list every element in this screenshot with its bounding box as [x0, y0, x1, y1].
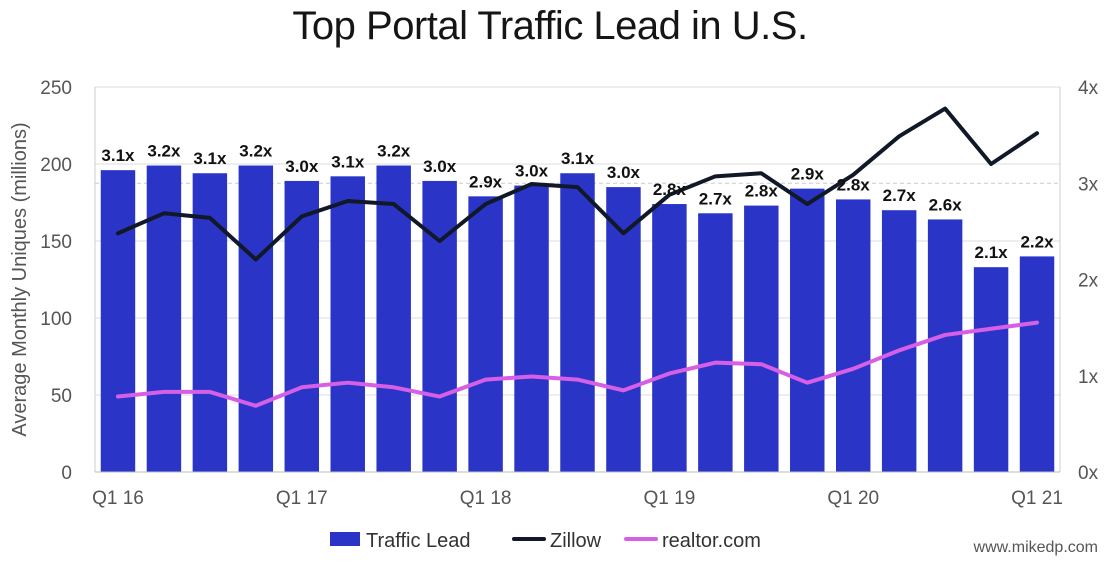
- y2-tick-label: 0x: [1078, 463, 1099, 484]
- y2-tick-label: 1x: [1078, 367, 1099, 388]
- line-zillow: [115, 106, 1040, 262]
- bar: [973, 267, 1009, 472]
- bar: [835, 199, 871, 473]
- bar: [790, 188, 825, 472]
- bar-data-label: 3.1x: [101, 146, 135, 165]
- bar: [100, 170, 136, 472]
- data-labels: 3.1x 3.2x 3.1x 3.2x 3.0x 3.1x 3.2x 3.0x 2.9x 3.0x…: [101, 142, 1054, 263]
- bar-data-label: 2.7x: [883, 186, 917, 205]
- legend-label: realtor.com: [662, 530, 761, 552]
- bar: [238, 165, 274, 473]
- legend: Traffic Lead Zillow realtor.com: [330, 530, 761, 552]
- chart-title: Top Portal Traffic Lead in U.S.: [292, 4, 808, 48]
- bar-data-label: 3.1x: [331, 152, 365, 171]
- y-tick-label: 150: [40, 232, 72, 253]
- legend-label: Traffic Lead: [366, 530, 471, 552]
- bar-data-label: 2.8x: [837, 175, 871, 194]
- bar-data-label: 3.0x: [285, 157, 319, 176]
- bar-data-label: 3.0x: [515, 162, 549, 181]
- y-tick-label: 0: [61, 463, 72, 484]
- y-tick-label: 250: [40, 78, 72, 99]
- bar-data-label: 3.2x: [239, 142, 273, 161]
- bar: [927, 219, 963, 472]
- bar: [468, 196, 503, 472]
- x-tick-label: Q1 18: [460, 488, 512, 509]
- x-tick-label: Q1 16: [92, 488, 144, 509]
- bar: [514, 185, 549, 472]
- bar-data-label: 2.9x: [469, 172, 503, 191]
- bar: [698, 213, 733, 472]
- x-tick-label: Q1 21: [1011, 488, 1063, 509]
- bar-data-label: 2.6x: [929, 195, 963, 214]
- y-axis-title: Average Monthly Uniques (millions): [9, 122, 31, 436]
- bar-data-label: 3.0x: [607, 163, 641, 182]
- bar: [560, 173, 595, 473]
- bar-data-label: 3.0x: [423, 157, 457, 176]
- bar: [606, 187, 641, 472]
- y2-tick-label: 3x: [1078, 174, 1099, 195]
- bar: [192, 173, 228, 473]
- bar-data-label: 2.9x: [791, 165, 825, 184]
- bar: [330, 176, 365, 472]
- bar-data-label: 2.7x: [699, 189, 733, 208]
- bar: [744, 205, 779, 472]
- x-tick-label: Q1 17: [276, 488, 328, 509]
- bar-data-label: 3.1x: [193, 149, 227, 168]
- bar-data-label: 3.2x: [147, 142, 181, 161]
- legend-label: Zillow: [550, 530, 602, 552]
- bar: [881, 210, 917, 472]
- y2-tick-label: 2x: [1078, 271, 1099, 292]
- x-tick-label: Q1 19: [644, 488, 696, 509]
- bar-data-label: 2.8x: [745, 182, 779, 201]
- y-tick-label: 200: [40, 155, 72, 176]
- y-tick-label: 50: [51, 386, 72, 407]
- axes: 0 50 100 150 200 250 0x 1x 2x 3x 4x Average Monthly…: [9, 78, 1099, 509]
- bar-data-label: 2.8x: [653, 180, 687, 199]
- y-tick-label: 100: [40, 309, 72, 330]
- line-realtor-com: [115, 320, 1040, 408]
- bar: [376, 165, 411, 473]
- x-tick-label: Q1 20: [827, 488, 879, 509]
- y2-tick-label: 4x: [1078, 78, 1099, 99]
- bar-data-label: 3.1x: [561, 149, 595, 168]
- legend-swatch: [330, 532, 360, 546]
- bar: [1019, 256, 1055, 472]
- bar-data-label: 2.2x: [1020, 232, 1054, 251]
- bar: [422, 180, 457, 472]
- series-lines: [115, 106, 1040, 408]
- bar: [652, 204, 687, 473]
- bar-data-label: 3.2x: [377, 142, 411, 161]
- bar-data-label: 2.1x: [975, 243, 1009, 262]
- bars: [100, 165, 1055, 473]
- bar: [284, 180, 320, 472]
- watermark: www.mikedp.com: [973, 539, 1098, 556]
